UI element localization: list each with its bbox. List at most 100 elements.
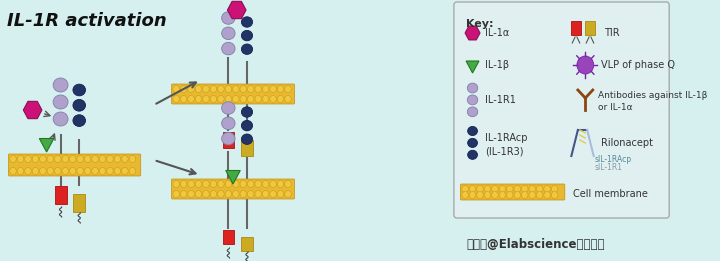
Circle shape — [99, 156, 106, 163]
Ellipse shape — [241, 17, 253, 27]
Ellipse shape — [241, 30, 253, 41]
Circle shape — [107, 156, 113, 163]
Circle shape — [203, 96, 210, 103]
Bar — [572, 21, 580, 35]
Ellipse shape — [222, 132, 235, 145]
Circle shape — [47, 168, 53, 175]
Circle shape — [10, 156, 17, 163]
Circle shape — [17, 156, 24, 163]
Polygon shape — [466, 61, 479, 73]
Circle shape — [203, 191, 210, 198]
Circle shape — [84, 168, 91, 175]
Circle shape — [477, 186, 483, 193]
Circle shape — [188, 181, 194, 187]
Bar — [241, 140, 253, 156]
Circle shape — [277, 96, 284, 103]
Circle shape — [40, 156, 46, 163]
Circle shape — [521, 186, 528, 193]
Text: Rilonacept: Rilonacept — [601, 138, 653, 148]
Circle shape — [552, 186, 558, 193]
Text: IL-1α: IL-1α — [485, 28, 509, 38]
Circle shape — [255, 181, 261, 187]
Circle shape — [577, 56, 594, 74]
Circle shape — [107, 168, 113, 175]
Circle shape — [47, 156, 53, 163]
Polygon shape — [228, 1, 246, 19]
FancyBboxPatch shape — [460, 184, 564, 200]
Text: IL-1R activation: IL-1R activation — [7, 12, 167, 30]
Circle shape — [203, 86, 210, 92]
Circle shape — [492, 186, 498, 193]
Circle shape — [84, 156, 91, 163]
Circle shape — [240, 96, 246, 103]
Circle shape — [32, 168, 39, 175]
Ellipse shape — [468, 138, 477, 147]
Circle shape — [240, 181, 246, 187]
Circle shape — [62, 168, 68, 175]
Circle shape — [255, 191, 261, 198]
Circle shape — [62, 156, 68, 163]
Circle shape — [529, 192, 536, 199]
Circle shape — [262, 191, 269, 198]
Circle shape — [173, 181, 179, 187]
Circle shape — [77, 168, 84, 175]
Circle shape — [240, 86, 246, 92]
Circle shape — [173, 86, 179, 92]
Circle shape — [210, 86, 217, 92]
Ellipse shape — [73, 84, 86, 96]
Circle shape — [122, 168, 128, 175]
Circle shape — [270, 86, 276, 92]
Ellipse shape — [222, 102, 235, 114]
Circle shape — [270, 191, 276, 198]
Circle shape — [69, 156, 76, 163]
Circle shape — [217, 181, 224, 187]
Text: TIR: TIR — [604, 28, 620, 38]
Ellipse shape — [241, 44, 253, 54]
Text: (IL-1R3): (IL-1R3) — [485, 146, 523, 156]
Text: VLP of phase Q: VLP of phase Q — [601, 60, 675, 70]
Circle shape — [32, 156, 39, 163]
Circle shape — [284, 191, 292, 198]
Circle shape — [248, 96, 254, 103]
Bar — [222, 132, 234, 148]
Circle shape — [233, 96, 239, 103]
Circle shape — [277, 181, 284, 187]
Circle shape — [122, 156, 128, 163]
Circle shape — [114, 156, 121, 163]
Circle shape — [24, 156, 31, 163]
Circle shape — [492, 192, 498, 199]
Circle shape — [188, 96, 194, 103]
Circle shape — [262, 181, 269, 187]
Circle shape — [129, 156, 135, 163]
Bar — [585, 21, 595, 35]
Circle shape — [248, 86, 254, 92]
Circle shape — [262, 86, 269, 92]
Circle shape — [255, 86, 261, 92]
Text: sIL-1RAcp: sIL-1RAcp — [595, 155, 631, 163]
Circle shape — [55, 156, 61, 163]
Circle shape — [195, 181, 202, 187]
Circle shape — [284, 96, 292, 103]
Circle shape — [248, 191, 254, 198]
Circle shape — [77, 156, 84, 163]
Circle shape — [195, 191, 202, 198]
Circle shape — [469, 186, 476, 193]
Circle shape — [529, 186, 536, 193]
Polygon shape — [23, 101, 42, 119]
Circle shape — [180, 191, 187, 198]
Circle shape — [210, 191, 217, 198]
Circle shape — [514, 186, 521, 193]
Ellipse shape — [241, 107, 253, 117]
Circle shape — [552, 192, 558, 199]
Circle shape — [114, 168, 121, 175]
Circle shape — [499, 186, 505, 193]
Ellipse shape — [53, 95, 68, 109]
Circle shape — [24, 168, 31, 175]
Circle shape — [536, 186, 543, 193]
Circle shape — [55, 168, 61, 175]
Circle shape — [225, 181, 232, 187]
Circle shape — [462, 192, 468, 199]
Circle shape — [521, 192, 528, 199]
Circle shape — [544, 186, 550, 193]
Circle shape — [69, 168, 76, 175]
